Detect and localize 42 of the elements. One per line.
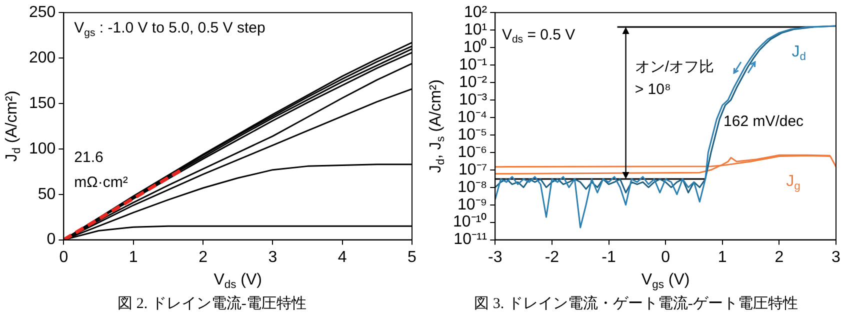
x-tick-label: -2 bbox=[544, 248, 560, 266]
x-tick-label: 5 bbox=[408, 248, 417, 266]
y-tick-label: 0 bbox=[46, 231, 56, 248]
x-tick-label: 2 bbox=[774, 248, 784, 266]
y-tick-label: 100 bbox=[28, 140, 56, 158]
annotation: オン/オフ比 bbox=[634, 58, 714, 76]
annotation: mΩ·cm² bbox=[74, 174, 128, 192]
x-tick-label: -3 bbox=[488, 248, 502, 266]
y-tick-label: 10⁰ bbox=[463, 38, 488, 56]
y-tick-label: 250 bbox=[28, 4, 56, 22]
x-tick-label: -1 bbox=[602, 248, 616, 266]
x-tick-label: 1 bbox=[128, 248, 138, 266]
y-tick-label: 200 bbox=[28, 49, 56, 66]
y-axis-title: Jd, Js (A/cm²) bbox=[427, 79, 447, 173]
y-tick-label: 10¹ bbox=[464, 21, 488, 38]
y-tick-label: 10⁻⁶ bbox=[458, 144, 488, 161]
x-tick-label: 1 bbox=[718, 248, 727, 266]
y-tick-label: 10⁻⁴ bbox=[457, 108, 488, 126]
y-tick-label: 50 bbox=[38, 186, 56, 203]
y-axis-title: Jd (A/cm²) bbox=[3, 90, 23, 162]
x-tick-label: 4 bbox=[338, 248, 347, 266]
x-tick-label: 3 bbox=[268, 248, 278, 266]
x-tick-label: 2 bbox=[198, 248, 208, 266]
y-tick-label: 10⁻¹ bbox=[459, 56, 488, 74]
y-tick-label: 10⁻¹¹ bbox=[454, 231, 488, 248]
y-tick-label: 10⁻³ bbox=[459, 91, 488, 108]
annotation: 162 mV/dec bbox=[724, 112, 804, 130]
x-tick-label: 3 bbox=[832, 248, 841, 266]
text: 図 3. ドレイン電流・ゲート電流-ゲート電圧特性 bbox=[473, 294, 799, 313]
y-tick-label: 10⁻⁵ bbox=[458, 126, 488, 144]
annotation: > 10⁸ bbox=[634, 80, 671, 98]
y-tick-label: 10⁻⁹ bbox=[457, 196, 488, 214]
x-tick-label: 0 bbox=[661, 248, 670, 266]
annotation: 21.6 bbox=[74, 149, 104, 166]
y-tick-label: 10⁻¹⁰ bbox=[453, 212, 488, 231]
x-tick-label: 0 bbox=[59, 248, 68, 266]
text: 図 2. ドレイン電流-電圧特性 bbox=[116, 294, 308, 313]
y-tick-label: 150 bbox=[28, 94, 56, 112]
y-tick-label: 10⁻⁸ bbox=[458, 178, 488, 196]
y-tick-label: 10⁻² bbox=[459, 74, 488, 91]
y-tick-label: 10⁻⁷ bbox=[458, 161, 488, 178]
y-tick-label: 10² bbox=[464, 4, 488, 22]
